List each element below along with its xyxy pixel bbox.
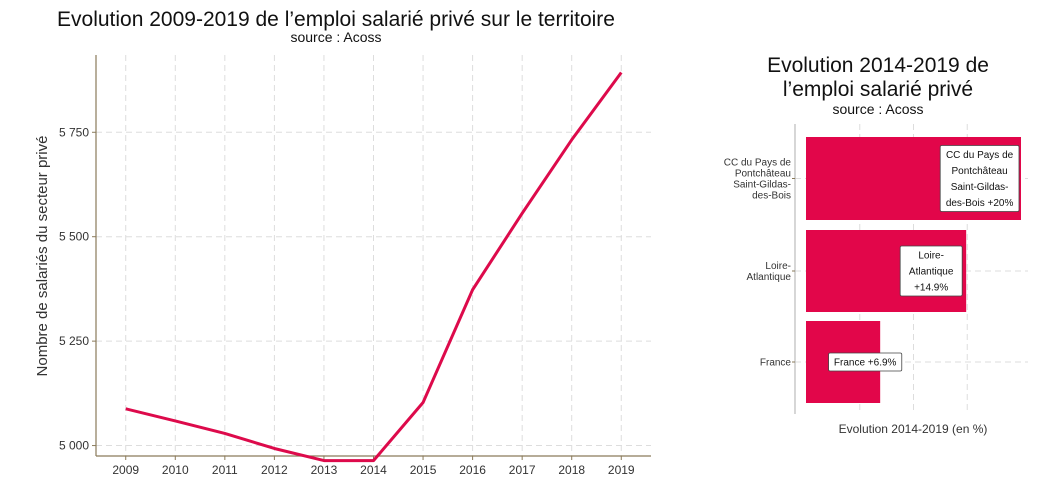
bar-data-label: Saint-Gildas- [951, 182, 1009, 193]
bar-chart-title-line-1: Evolution 2014-2019 de [767, 54, 989, 77]
bar-data-label: Atlantique [909, 267, 954, 278]
bar-data-label: Pontchâteau [952, 166, 1008, 177]
line-chart-title: Evolution 2009-2019 de l’emploi salarié … [57, 8, 615, 31]
bar-chart-x-axis-title: Evolution 2014-2019 (en %) [839, 422, 988, 436]
bar-chart-category-label: CC du Pays de [724, 158, 792, 169]
line-chart-x-tick-label: 2009 [112, 463, 139, 477]
line-chart-y-tick-label: 5 500 [59, 230, 89, 244]
bar-chart-category-label: Atlantique [747, 272, 792, 283]
line-chart-y-tick-label: 5 250 [59, 334, 89, 348]
line-series [125, 71, 623, 463]
line-chart-y-tick-label: 5 000 [59, 439, 89, 453]
bar-chart-category-label: Pontchâteau [735, 169, 791, 180]
bar-chart-subtitle: source : Acoss [832, 101, 923, 117]
line-chart-x-tick-label: 2012 [261, 463, 288, 477]
bar-data-label-box [899, 245, 963, 297]
line-chart-x-tick-label: 2019 [608, 463, 635, 477]
bar-chart-category-label: Saint-Gildas- [733, 180, 791, 191]
line-chart-x-tick-label: 2015 [410, 463, 437, 477]
line-chart-x-tick-label: 2014 [360, 463, 387, 477]
bar-data-label: CC du Pays de [946, 150, 1014, 161]
line-chart-y-tick-label: 5 750 [59, 125, 89, 139]
bar-data-label: Loire- [918, 251, 944, 262]
bar-data-label: France +6.9% [834, 358, 897, 369]
line-chart-x-tick-label: 2016 [459, 463, 486, 477]
line-chart-x-tick-label: 2018 [558, 463, 585, 477]
bar-data-label: +14.9% [914, 283, 948, 294]
line-chart-subtitle: source : Acoss [290, 29, 381, 45]
line-chart-x-tick-label: 2011 [212, 463, 238, 477]
bar-data-label: des-Bois +20% [946, 198, 1014, 209]
line-chart-x-tick-label: 2013 [311, 463, 338, 477]
line-chart-y-axis-title: Nombre de salariés du secteur privé [34, 136, 51, 377]
bar-data-label-box [828, 352, 903, 372]
bar-data-label-box [939, 145, 1020, 212]
bar-chart-category-label: Loire- [765, 261, 791, 272]
bar-chart-title-line-2: l’emploi salarié privé [783, 78, 973, 101]
line-chart-x-tick-label: 2010 [162, 463, 189, 477]
bar-chart-category-label: des-Bois [752, 191, 791, 202]
line-chart-x-tick-label: 2017 [509, 463, 536, 477]
bar-chart-category-label: France [760, 358, 792, 369]
